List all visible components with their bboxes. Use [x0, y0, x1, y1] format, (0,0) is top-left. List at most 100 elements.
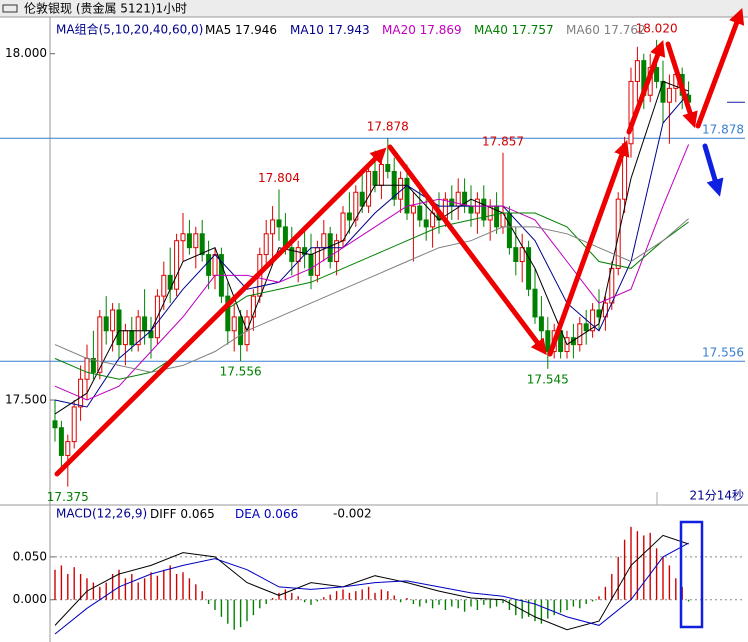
legend-value: 17.757 [512, 23, 554, 37]
trend-arrow [54, 147, 387, 477]
candle-body [634, 60, 640, 82]
candle-body [513, 247, 519, 263]
y-tick-label: 17.500 [5, 393, 47, 407]
candle-body [206, 254, 212, 276]
candle-body [250, 295, 256, 318]
candle-body [78, 378, 84, 408]
line [54, 542, 689, 635]
y-tick-label: 0.050 [13, 549, 47, 563]
legend-entry: DIFF 0.065 [150, 507, 215, 521]
panel-title: MA组合(5,10,20,40,60,0) [56, 22, 203, 37]
candle-body [193, 233, 199, 249]
candle-body [90, 357, 96, 373]
candle-body [52, 420, 58, 429]
price-annotation: 17.545 [527, 372, 569, 386]
line [54, 144, 690, 401]
legend-entry: DEA 0.066 [235, 507, 298, 521]
candle-body [97, 316, 103, 373]
trend-arrow [387, 144, 547, 356]
window-icon [2, 4, 18, 13]
candle-body [410, 205, 416, 214]
candle-body [161, 274, 167, 297]
price-annotation: 17.556 [220, 365, 262, 379]
candle-body [231, 316, 237, 332]
legend-name: DIFF [150, 507, 177, 521]
forecast-arrow [702, 143, 724, 197]
candle-body [180, 233, 186, 242]
candle-body [174, 240, 180, 290]
candle-body [423, 219, 429, 228]
candle-body [583, 323, 589, 332]
candle-body [225, 295, 231, 332]
line [54, 80, 689, 415]
line [54, 92, 689, 408]
candle-body [212, 254, 218, 276]
candle-body [308, 254, 314, 276]
candle-body [359, 191, 365, 207]
candle-body [103, 316, 109, 332]
candle-body [545, 330, 551, 353]
candle-body [538, 316, 544, 332]
macd-value: -0.002 [333, 507, 372, 521]
price-annotation: 18.020 [636, 21, 678, 35]
candle-body [186, 233, 192, 249]
horizontal-line-label: 17.556 [702, 346, 744, 360]
candle-body [506, 212, 512, 249]
legend-name: MA10 [290, 23, 324, 37]
legend-name: MA60 [566, 23, 600, 37]
panel-title: MACD(12,26,9) [56, 507, 147, 521]
trend-arrow [547, 139, 630, 357]
candle-body [468, 205, 474, 214]
candle-body [519, 247, 525, 263]
candle-body [398, 177, 404, 200]
drawings [54, 8, 745, 629]
legend-entry: MA5 17.946 [205, 23, 277, 37]
candle-body [590, 309, 596, 332]
legend-value: 17.762 [604, 23, 646, 37]
legend-name: DEA [235, 507, 261, 521]
price-annotation: 17.857 [482, 134, 524, 148]
legend-value: 17.943 [328, 23, 370, 37]
candle-body [199, 233, 205, 256]
price-annotation: 17.804 [258, 171, 300, 185]
line [54, 534, 689, 631]
legend-value: 0.065 [180, 507, 214, 521]
candle-body [526, 247, 532, 290]
window-title: 伦敦银现 (贵金属 5121)1小时 [24, 1, 187, 16]
y-tick-label: 18.000 [5, 46, 47, 60]
candle-body [378, 164, 384, 186]
countdown: 21分14秒 [689, 489, 744, 503]
candle-body [58, 427, 64, 456]
candle-body [346, 212, 352, 221]
title-bar [0, 0, 748, 17]
horizontal-line-label: 17.878 [702, 123, 744, 137]
candle-body [122, 330, 128, 346]
legend-entry: MA20 17.869 [382, 23, 462, 37]
legend-name: MA20 [382, 23, 416, 37]
candle-body [116, 309, 122, 346]
candle-body [321, 233, 327, 249]
legend-value: 17.946 [235, 23, 277, 37]
candle-body [404, 177, 410, 214]
candle-body [129, 330, 135, 346]
candle-body [417, 205, 423, 221]
candle-body [577, 323, 583, 346]
trend-arrow [665, 41, 698, 129]
price-annotation: 17.878 [367, 120, 409, 134]
candle-body [615, 198, 621, 269]
candle-body [65, 441, 71, 456]
highlight-box [679, 520, 704, 629]
candle-body [340, 212, 346, 242]
candle-body [481, 198, 487, 221]
candle-body [270, 219, 276, 235]
candle-body [276, 219, 282, 228]
candle-body [353, 191, 359, 221]
trend-arrow [626, 40, 666, 135]
legend-name: MA5 [205, 23, 231, 37]
candle-body [532, 288, 538, 318]
legend-entry: MA60 17.762 [566, 23, 646, 37]
candle-body [238, 316, 244, 346]
legend-name: MA40 [474, 23, 508, 37]
